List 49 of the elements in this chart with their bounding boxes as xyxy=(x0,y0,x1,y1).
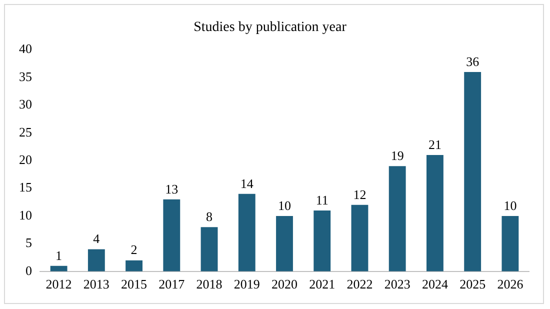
data-label: 10 xyxy=(504,198,517,213)
bar xyxy=(388,166,406,272)
data-label: 8 xyxy=(206,209,213,224)
bar xyxy=(88,249,105,272)
y-tick-label: 0 xyxy=(26,262,32,278)
x-tick-label: 2013 xyxy=(83,276,110,292)
bar xyxy=(426,155,444,272)
bar xyxy=(126,260,142,272)
x-tick-label: 2025 xyxy=(460,276,486,292)
y-tick-label: 20 xyxy=(19,152,32,168)
data-label: 4 xyxy=(93,231,100,246)
bar xyxy=(50,266,68,272)
bar xyxy=(464,72,482,272)
y-tick-label: 40 xyxy=(19,41,32,56)
y-tick-label: 15 xyxy=(19,180,32,195)
data-label: 36 xyxy=(466,54,480,69)
data-label: 11 xyxy=(316,192,328,208)
data-label: 2 xyxy=(130,242,138,258)
data-label: 19 xyxy=(390,148,404,164)
data-label: 1 xyxy=(56,248,62,263)
bar xyxy=(276,216,293,272)
x-tick-label: 2019 xyxy=(234,276,260,292)
bar xyxy=(163,199,180,272)
bar xyxy=(351,204,368,272)
x-tick-label: 2022 xyxy=(346,276,373,292)
x-tick-label: 2018 xyxy=(196,276,222,292)
y-tick-label: 10 xyxy=(19,207,32,222)
x-tick-label: 2017 xyxy=(158,276,186,292)
x-tick-label: 2021 xyxy=(309,276,336,292)
x-tick-label: 2012 xyxy=(46,276,72,292)
data-label: 14 xyxy=(240,176,254,191)
x-tick-label: 2023 xyxy=(384,276,410,292)
data-label: 10 xyxy=(278,198,291,213)
y-tick-label: 30 xyxy=(19,96,32,112)
bar xyxy=(502,216,519,272)
data-label: 13 xyxy=(165,181,178,196)
y-tick-label: 5 xyxy=(26,235,32,250)
chart-title: Studies by publication year xyxy=(194,20,347,36)
x-tick-label: 2020 xyxy=(272,276,298,292)
bar xyxy=(238,194,256,272)
y-tick-label: 25 xyxy=(19,124,32,140)
data-label: 21 xyxy=(428,136,442,152)
x-tick-label: 2026 xyxy=(497,276,524,292)
y-tick-label: 35 xyxy=(19,68,32,84)
data-label: 12 xyxy=(353,186,366,202)
bar xyxy=(314,210,331,272)
x-tick-label: 2015 xyxy=(121,276,148,292)
x-tick-label: 2024 xyxy=(422,276,448,292)
bar xyxy=(200,227,218,272)
